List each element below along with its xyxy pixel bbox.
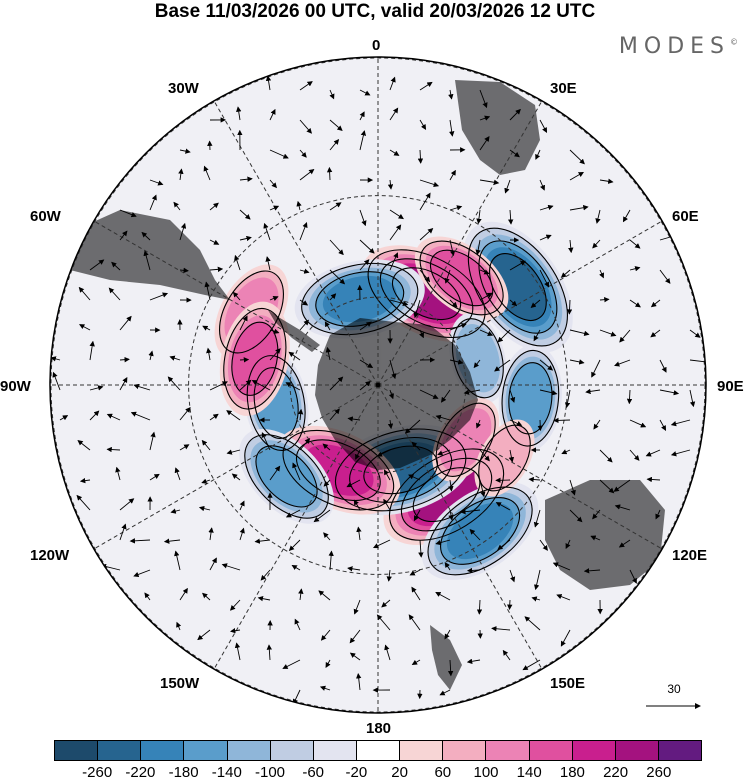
lon-label-90w: 90W	[0, 378, 31, 395]
wind-arrow	[554, 420, 570, 421]
colorbar	[54, 740, 702, 761]
colorbar-tick-label: -20	[346, 764, 368, 781]
lon-label-180: 180	[366, 720, 391, 737]
colorbar-swatch	[55, 741, 98, 760]
vector-reference-arrow	[644, 682, 704, 718]
lon-label-60w: 60W	[30, 208, 61, 225]
colorbar-swatch	[357, 741, 400, 760]
colorbar-swatch	[530, 741, 573, 760]
lon-label-60e: 60E	[672, 208, 699, 225]
colorbar-labels: -260 -220 -180 -140 -100 -60 -20 20 60 100 140 180 2…	[0, 764, 750, 784]
colorbar-tick-label: 140	[517, 764, 542, 781]
lon-label-0: 0	[372, 37, 380, 54]
south-pole-marker	[376, 383, 381, 388]
colorbar-swatch	[228, 741, 271, 760]
colorbar-tick-label: -140	[212, 764, 242, 781]
colorbar-tick-label: 260	[646, 764, 671, 781]
lon-label-30e: 30E	[550, 80, 577, 97]
lon-label-120w: 120W	[30, 547, 69, 564]
colorbar-swatch	[184, 741, 227, 760]
colorbar-tick-label: 60	[434, 764, 451, 781]
colorbar-tick-label: 180	[560, 764, 585, 781]
wind-arrow	[510, 600, 511, 609]
wind-arrow	[240, 360, 248, 361]
vector-reference: 30	[644, 682, 704, 718]
colorbar-swatch	[314, 741, 357, 760]
colorbar-swatch	[400, 741, 443, 760]
colorbar-tick-label: 100	[473, 764, 498, 781]
colorbar-swatch	[443, 741, 486, 760]
colorbar-swatch	[141, 741, 184, 760]
colorbar-tick-label: 220	[603, 764, 628, 781]
colorbar-swatch	[616, 741, 659, 760]
colorbar-tick-label: -220	[125, 764, 155, 781]
colorbar-swatch	[486, 741, 529, 760]
lon-label-120e: 120E	[672, 547, 707, 564]
colorbar-swatch	[98, 741, 141, 760]
colorbar-tick-label: -100	[255, 764, 285, 781]
colorbar-swatch	[271, 741, 314, 760]
lon-label-90e: 90E	[717, 378, 744, 395]
lon-label-30w: 30W	[168, 80, 199, 97]
colorbar-tick-label: -260	[82, 764, 112, 781]
colorbar-tick-label: -180	[169, 764, 199, 781]
colorbar-swatch	[659, 741, 701, 760]
colorbar-tick-label: -60	[302, 764, 324, 781]
colorbar-swatch	[573, 741, 616, 760]
lon-label-150e: 150E	[550, 675, 585, 692]
wind-arrow	[329, 168, 330, 180]
colorbar-tick-label: 20	[391, 764, 408, 781]
lon-label-150w: 150W	[160, 675, 199, 692]
